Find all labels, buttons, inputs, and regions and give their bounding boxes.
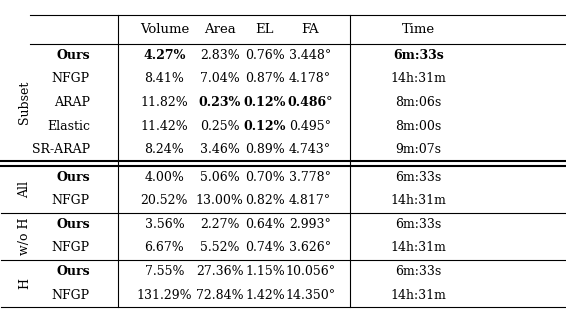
Text: Ours: Ours — [56, 218, 90, 231]
Text: 20.52%: 20.52% — [141, 194, 188, 207]
Text: 14h:31m: 14h:31m — [391, 73, 447, 86]
Text: 6m:33s: 6m:33s — [396, 218, 441, 231]
Text: 8.41%: 8.41% — [144, 73, 185, 86]
Text: 2.993°: 2.993° — [289, 218, 331, 231]
Text: 0.76%: 0.76% — [245, 49, 285, 62]
Text: 11.82%: 11.82% — [140, 96, 188, 109]
Text: All: All — [18, 180, 31, 198]
Text: 131.29%: 131.29% — [136, 289, 192, 302]
Text: 1.42%: 1.42% — [245, 289, 285, 302]
Text: 4.743°: 4.743° — [289, 143, 331, 156]
Text: Area: Area — [204, 23, 235, 36]
Text: NFGP: NFGP — [52, 241, 90, 254]
Text: FA: FA — [301, 23, 319, 36]
Text: 0.74%: 0.74% — [245, 241, 285, 254]
Text: 72.84%: 72.84% — [196, 289, 243, 302]
Text: 13.00%: 13.00% — [196, 194, 244, 207]
Text: ARAP: ARAP — [54, 96, 90, 109]
Text: 0.87%: 0.87% — [245, 73, 285, 86]
Text: NFGP: NFGP — [52, 289, 90, 302]
Text: 4.27%: 4.27% — [143, 49, 186, 62]
Text: 6m:33s: 6m:33s — [393, 49, 444, 62]
Text: 27.36%: 27.36% — [196, 265, 243, 278]
Text: Subset: Subset — [18, 81, 31, 124]
Text: 14.350°: 14.350° — [285, 289, 335, 302]
Text: 1.15%: 1.15% — [245, 265, 285, 278]
Text: 2.27%: 2.27% — [200, 218, 239, 231]
Text: 4.00%: 4.00% — [144, 171, 185, 184]
Text: 9m:07s: 9m:07s — [396, 143, 441, 156]
Text: EL: EL — [256, 23, 274, 36]
Text: 0.64%: 0.64% — [245, 218, 285, 231]
Text: 11.42%: 11.42% — [140, 120, 188, 133]
Text: Elastic: Elastic — [47, 120, 90, 133]
Text: 4.817°: 4.817° — [289, 194, 331, 207]
Text: 3.448°: 3.448° — [289, 49, 331, 62]
Text: 6m:33s: 6m:33s — [396, 171, 441, 184]
Text: 8m:00s: 8m:00s — [396, 120, 441, 133]
Text: 10.056°: 10.056° — [285, 265, 335, 278]
Text: 5.52%: 5.52% — [200, 241, 239, 254]
Text: 6m:33s: 6m:33s — [396, 265, 441, 278]
Text: 0.23%: 0.23% — [199, 96, 241, 109]
Text: 6.67%: 6.67% — [144, 241, 185, 254]
Text: 14h:31m: 14h:31m — [391, 194, 447, 207]
Text: 14h:31m: 14h:31m — [391, 241, 447, 254]
Text: NFGP: NFGP — [52, 73, 90, 86]
Text: 0.25%: 0.25% — [200, 120, 239, 133]
Text: Ours: Ours — [56, 49, 90, 62]
Text: 0.495°: 0.495° — [289, 120, 331, 133]
Text: SR-ARAP: SR-ARAP — [32, 143, 90, 156]
Text: 0.70%: 0.70% — [245, 171, 285, 184]
Text: 14h:31m: 14h:31m — [391, 289, 447, 302]
Text: 7.55%: 7.55% — [145, 265, 184, 278]
Text: 0.12%: 0.12% — [244, 96, 286, 109]
Text: Ours: Ours — [56, 171, 90, 184]
Text: 2.83%: 2.83% — [200, 49, 239, 62]
Text: 4.178°: 4.178° — [289, 73, 331, 86]
Text: NFGP: NFGP — [52, 194, 90, 207]
Text: w/o H: w/o H — [18, 217, 31, 255]
Text: 7.04%: 7.04% — [200, 73, 239, 86]
Text: 8.24%: 8.24% — [144, 143, 185, 156]
Text: Time: Time — [402, 23, 435, 36]
Text: 0.89%: 0.89% — [245, 143, 285, 156]
Text: Ours: Ours — [56, 265, 90, 278]
Text: 3.778°: 3.778° — [289, 171, 331, 184]
Text: 0.12%: 0.12% — [244, 120, 286, 133]
Text: 0.486°: 0.486° — [288, 96, 333, 109]
Text: 3.46%: 3.46% — [200, 143, 240, 156]
Text: 3.56%: 3.56% — [144, 218, 185, 231]
Text: 3.626°: 3.626° — [289, 241, 331, 254]
Text: H: H — [18, 278, 31, 289]
Text: 0.82%: 0.82% — [245, 194, 285, 207]
Text: 5.06%: 5.06% — [200, 171, 239, 184]
Text: 8m:06s: 8m:06s — [396, 96, 441, 109]
Text: Volume: Volume — [140, 23, 189, 36]
